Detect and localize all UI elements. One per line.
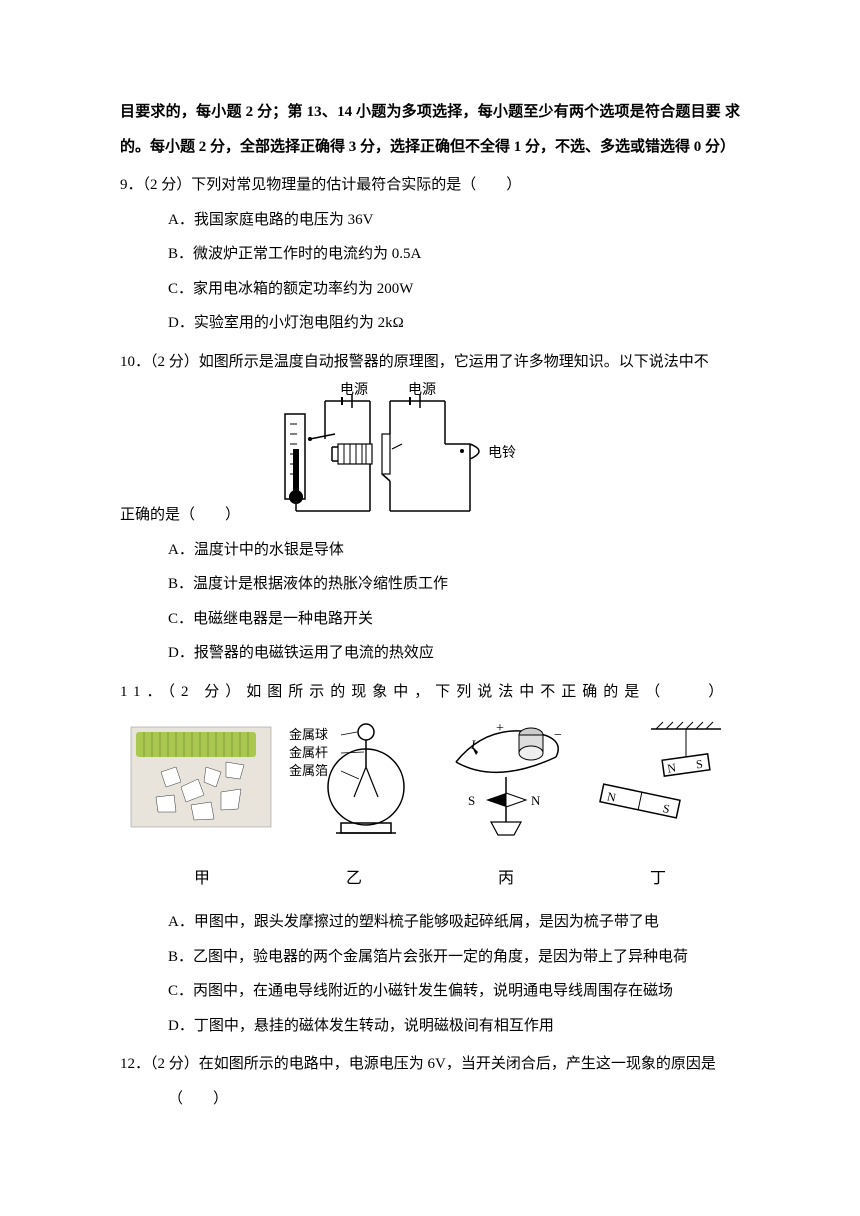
- svg-text:N: N: [531, 793, 541, 808]
- q10-option-B: B．温度计是根据液体的热胀冷缩性质工作: [120, 567, 740, 602]
- q9-stem: 9．（2 分）下列对常见物理量的估计最符合实际的是（ ）: [120, 168, 740, 203]
- q9-option-A: A．我国家庭电路的电压为 36V: [120, 203, 740, 238]
- section-header-line3: 分）: [705, 139, 735, 155]
- q12-stem: 12．（2 分）在如图所示的电路中，电源电压为 6V，当开关闭合后，产生这一现象…: [120, 1047, 740, 1082]
- q10-option-D: D．报警器的电磁铁运用了电流的热效应: [120, 636, 740, 671]
- question-12: 12．（2 分）在如图所示的电路中，电源电压为 6V，当开关闭合后，产生这一现象…: [120, 1047, 740, 1116]
- four-panel-diagram: 金属球 金属杆 金属箔 + −: [126, 717, 734, 847]
- svg-text:金属球: 金属球: [289, 727, 328, 742]
- q10-option-C: C．电磁继电器是一种电路开关: [120, 602, 740, 637]
- q9-option-B: B．微波炉正常工作时的电流约为 0.5A: [120, 237, 740, 272]
- panel-label-3: 丙: [498, 861, 514, 898]
- q12-stem-tail: （ ）: [120, 1082, 740, 1117]
- section-header: 目要求的，每小题 2 分；第 13、14 小题为多项选择，每小题至少有两个选项是…: [120, 95, 740, 164]
- thermometer-circuit-diagram: 电源: [270, 379, 520, 519]
- q11-option-D: D．丁图中，悬挂的磁体发生转动，说明磁极间有相互作用: [120, 1009, 740, 1044]
- svg-text:电源: 电源: [408, 382, 436, 398]
- q10-stem: 10．（2 分）如图所示是温度自动报警器的原理图，它运用了许多物理知识。以下说法…: [120, 345, 740, 380]
- q11-option-C: C．丙图中，在通电导线附近的小磁针发生偏转，说明通电导线周围存在磁场: [120, 974, 740, 1009]
- q11-option-B: B．乙图中，验电器的两个金属箔片会张开一定的角度，是因为带上了异种电荷: [120, 940, 740, 975]
- question-9: 9．（2 分）下列对常见物理量的估计最符合实际的是（ ） A．我国家庭电路的电压…: [120, 168, 740, 341]
- q10-figure: 电源: [270, 379, 520, 533]
- question-11: 11．（2 分）如图所示的现象中，下列说法中不正确的是（ ）: [120, 675, 740, 1044]
- q11-figure-row: 金属球 金属杆 金属箔 + −: [120, 717, 740, 897]
- q11-stem: 11．（2 分）如图所示的现象中，下列说法中不正确的是（ ）: [120, 675, 740, 710]
- q10-option-A: A．温度计中的水银是导体: [120, 533, 740, 568]
- q11-option-A: A．甲图中，跟头发摩擦过的塑料梳子能够吸起碎纸屑，是因为梳子带了电: [120, 905, 740, 940]
- svg-text:金属箔: 金属箔: [289, 763, 328, 778]
- q9-option-D: D．实验室用的小灯泡电阻约为 2kΩ: [120, 306, 740, 341]
- question-10: 10．（2 分）如图所示是温度自动报警器的原理图，它运用了许多物理知识。以下说法…: [120, 345, 740, 671]
- q10-figure-row: 正确的是（ ） 电源: [120, 379, 740, 533]
- section-header-line1: 目要求的，每小题 2 分；第 13、14 小题为多项选择，每小题至少有两个选项是…: [120, 104, 721, 120]
- q10-stem-tail: 正确的是（ ）: [120, 498, 240, 533]
- svg-text:S: S: [468, 793, 475, 808]
- svg-text:电源: 电源: [340, 382, 368, 398]
- svg-text:电铃: 电铃: [488, 445, 516, 461]
- svg-text:金属杆: 金属杆: [289, 745, 328, 760]
- panel-label-2: 乙: [346, 861, 362, 898]
- panel-label-4: 丁: [650, 861, 666, 898]
- q11-panel-labels: 甲 乙 丙 丁: [126, 861, 734, 898]
- panel-label-1: 甲: [194, 861, 210, 898]
- q9-option-C: C．家用电冰箱的额定功率约为 200W: [120, 272, 740, 307]
